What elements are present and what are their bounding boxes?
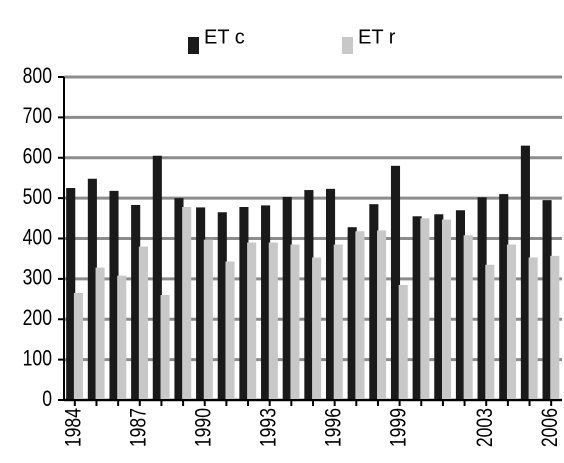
bar bbox=[550, 255, 560, 400]
bar bbox=[87, 178, 97, 400]
bar bbox=[434, 214, 444, 400]
bar bbox=[485, 264, 495, 400]
bar bbox=[66, 188, 76, 400]
bar bbox=[377, 230, 387, 400]
bar bbox=[182, 207, 192, 400]
bar bbox=[239, 207, 249, 400]
bar bbox=[542, 200, 552, 400]
bar bbox=[160, 295, 170, 400]
bar bbox=[203, 239, 213, 400]
y-tick-label: 100 bbox=[23, 347, 52, 371]
bar bbox=[174, 198, 184, 400]
x-tick-label: 1999 bbox=[387, 408, 411, 447]
bar bbox=[369, 204, 379, 400]
x-tick-label: 1984 bbox=[62, 408, 86, 447]
bar bbox=[398, 284, 408, 400]
bar bbox=[333, 244, 343, 400]
bar bbox=[247, 242, 257, 400]
bar bbox=[196, 207, 206, 400]
x-tick-label: 2006 bbox=[538, 408, 562, 447]
y-tick-label: 500 bbox=[23, 185, 52, 209]
bar bbox=[117, 275, 127, 400]
bar bbox=[528, 257, 538, 400]
x-tick-label: 1996 bbox=[322, 408, 346, 447]
bar bbox=[520, 145, 530, 400]
legend-swatch bbox=[342, 37, 353, 54]
y-tick-label: 400 bbox=[23, 226, 52, 250]
bar bbox=[261, 205, 271, 400]
y-tick-label: 0 bbox=[42, 387, 52, 411]
y-tick-label: 700 bbox=[23, 104, 52, 128]
y-tick-label: 300 bbox=[23, 266, 52, 290]
bar bbox=[477, 197, 487, 400]
y-tick-label: 800 bbox=[23, 64, 52, 88]
bar bbox=[225, 261, 235, 400]
bar bbox=[412, 216, 422, 400]
bar bbox=[312, 257, 322, 400]
bar bbox=[499, 194, 509, 400]
legend-swatch bbox=[188, 37, 199, 54]
bar bbox=[390, 165, 401, 400]
legend-label: ET r bbox=[358, 26, 396, 48]
y-tick-label: 200 bbox=[23, 306, 52, 330]
bar bbox=[109, 190, 119, 400]
bar bbox=[290, 244, 300, 400]
bar bbox=[506, 244, 517, 400]
bar bbox=[355, 231, 365, 400]
bar bbox=[138, 246, 148, 400]
y-tick-label: 600 bbox=[23, 145, 52, 169]
bar bbox=[131, 204, 141, 400]
bar bbox=[73, 293, 83, 400]
x-tick-label: 1987 bbox=[127, 408, 151, 447]
bar bbox=[304, 190, 314, 400]
bar bbox=[95, 267, 105, 400]
legend-label: ET c bbox=[204, 26, 245, 48]
bar bbox=[325, 188, 336, 400]
bar bbox=[420, 218, 430, 400]
bar bbox=[268, 242, 278, 400]
x-tick-label: 1990 bbox=[192, 408, 216, 447]
bar bbox=[441, 219, 452, 400]
x-tick-label: 2003 bbox=[473, 408, 497, 447]
bar bbox=[152, 155, 162, 400]
bar bbox=[455, 210, 465, 400]
bar bbox=[463, 235, 473, 400]
bar bbox=[217, 212, 227, 400]
x-tick-label: 1993 bbox=[257, 408, 281, 447]
bar bbox=[347, 227, 357, 400]
bar bbox=[282, 196, 292, 400]
